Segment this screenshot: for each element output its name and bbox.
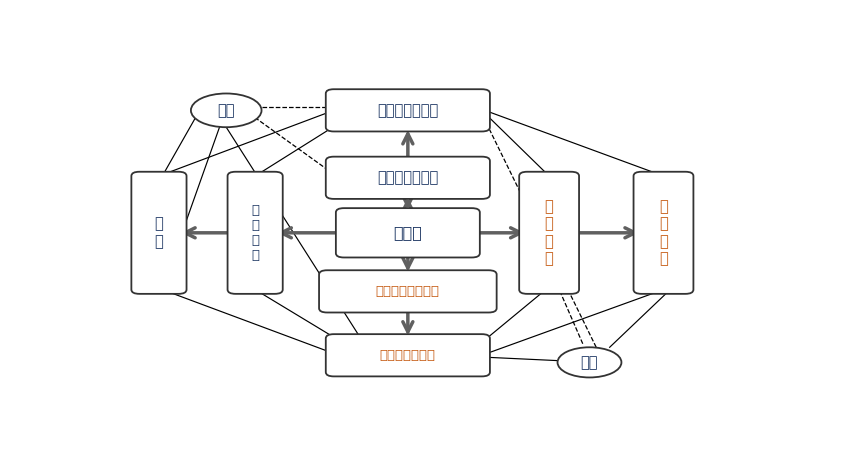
FancyBboxPatch shape: [634, 172, 694, 294]
Text: 垄
断
竞
争: 垄 断 竞 争: [251, 204, 260, 262]
FancyBboxPatch shape: [326, 334, 490, 376]
FancyBboxPatch shape: [131, 172, 187, 294]
Text: 相关产业正效应: 相关产业正效应: [380, 349, 436, 362]
Ellipse shape: [191, 94, 261, 127]
Text: 竞
争: 竞 争: [155, 217, 163, 249]
Text: 国
内
市
场: 国 内 市 场: [545, 199, 554, 266]
Text: 竞争力: 竞争力: [393, 225, 423, 240]
FancyBboxPatch shape: [519, 172, 579, 294]
FancyBboxPatch shape: [326, 157, 490, 199]
Text: 海
外
市
场: 海 外 市 场: [659, 199, 667, 266]
Text: 机会: 机会: [218, 103, 235, 118]
Text: 政府: 政府: [581, 355, 598, 370]
FancyBboxPatch shape: [227, 172, 283, 294]
FancyBboxPatch shape: [326, 89, 490, 131]
FancyBboxPatch shape: [319, 270, 496, 313]
FancyBboxPatch shape: [336, 208, 480, 258]
Ellipse shape: [557, 347, 621, 378]
Text: 一般性生产要素: 一般性生产要素: [378, 170, 438, 185]
Text: 专业性生产要素: 专业性生产要素: [378, 103, 438, 118]
Text: 相关产业非正效应: 相关产业非正效应: [376, 285, 440, 298]
